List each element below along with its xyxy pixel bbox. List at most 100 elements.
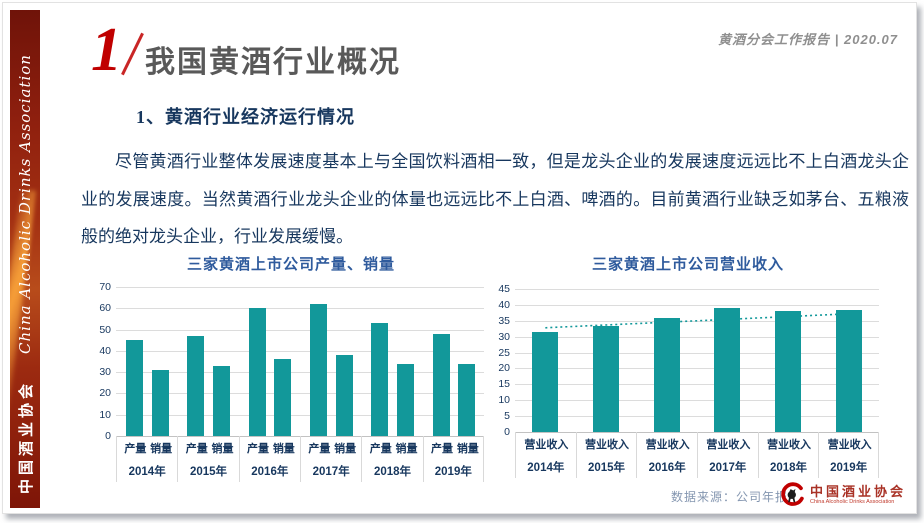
- x-label-year-cell: 2017年: [697, 454, 758, 478]
- cada-logo-icon: [781, 482, 804, 506]
- bar-销量-2015年: [212, 365, 230, 436]
- year-label: 2016年: [648, 462, 686, 474]
- gridline: [515, 416, 879, 418]
- year-label: 2017年: [312, 466, 350, 478]
- y-axis-tick-label: 25: [498, 346, 510, 359]
- x-label-series-cell: 营业收入: [818, 432, 879, 454]
- page-title: 我国黄酒行业概况: [145, 46, 401, 79]
- bar-销量-2014年: [151, 370, 169, 436]
- x-label-series-cell: 营业收入: [515, 432, 576, 454]
- bar-产量-2014年: [125, 340, 143, 436]
- section-number: 1: [91, 16, 122, 84]
- cada-logo-en: China Alcoholic Drinks Association: [809, 499, 895, 506]
- y-axis-tick-label: 40: [99, 344, 111, 357]
- gridline: [116, 393, 484, 395]
- y-axis-tick-label: 30: [498, 330, 510, 343]
- series-label: 产量: [124, 443, 147, 455]
- x-label-series-cell: 产量 销量: [238, 436, 300, 458]
- gridline: [515, 352, 879, 354]
- x-label-year-cell: 2014年: [116, 458, 177, 482]
- y-axis-tick-label: 0: [105, 430, 111, 442]
- y-axis-tick-label: 0: [504, 426, 510, 438]
- x-label-year-cell: 2018年: [757, 454, 819, 478]
- x-label-year-cell: 2018年: [361, 458, 422, 482]
- x-label-year-cell: 2015年: [575, 454, 637, 478]
- year-label: 2014年: [128, 466, 166, 478]
- y-axis-tick-label: 20: [498, 362, 510, 375]
- y-axis-tick-label: 20: [99, 387, 111, 400]
- y-axis-tick-label: 45: [498, 283, 510, 295]
- chart-title: 三家黄酒上市公司产量、销量: [186, 256, 395, 273]
- chart-plot-area: 0 5 10 15 20 25 30 35 40 45 营业收入 2014年 营业收入 2015年 营业收入…: [493, 251, 883, 483]
- bar-销量-2016年: [274, 359, 292, 436]
- x-label-year-cell: 2014年: [515, 454, 576, 478]
- y-axis-tick-label: 30: [99, 366, 111, 379]
- x-label-series-cell: 产量 销量: [300, 436, 361, 458]
- x-label-year-cell: 2016年: [238, 458, 300, 482]
- x-label-series-cell: 营业收入: [757, 432, 819, 454]
- year-label: 2018年: [373, 466, 412, 478]
- x-label-year-cell: 2019年: [422, 458, 484, 482]
- x-label-year-cell: 2019年: [818, 454, 879, 478]
- series-label: 销量: [456, 443, 479, 455]
- bar-产量-2019年: [432, 333, 450, 436]
- y-axis-tick-label: 15: [498, 378, 510, 391]
- gridline: [515, 304, 879, 306]
- series-label: 营业收入: [706, 439, 751, 451]
- year-label: 2018年: [769, 462, 808, 474]
- x-label-series-cell: 产量 销量: [116, 436, 177, 458]
- y-axis-tick-label: 60: [99, 302, 111, 315]
- gridline: [515, 336, 879, 338]
- bar-产量-2018年: [371, 323, 389, 436]
- year-label: 2019年: [830, 462, 868, 474]
- cada-logo: 中国酒业协会 China Alcoholic Drinks Associatio…: [778, 481, 906, 508]
- gridline: [515, 289, 879, 290]
- gridline: [116, 414, 484, 416]
- bar-销量-2017年: [335, 355, 353, 436]
- year-label: 2014年: [527, 462, 565, 474]
- sidebar-org-name-cn: 中国酒业协会: [17, 379, 35, 494]
- series-label: 产量: [247, 443, 270, 455]
- chart-operating-revenue: 三家黄酒上市公司营业收入 0 5 10 15 20 25 30 35 40 45 营业收入 2014年…: [493, 251, 883, 483]
- y-axis-tick-label: 5: [504, 410, 510, 423]
- x-label-year-cell: 2015年: [177, 458, 238, 482]
- y-axis-tick-label: 10: [498, 394, 510, 407]
- series-label: 产量: [308, 443, 331, 455]
- series-label: 销量: [150, 443, 173, 455]
- chart-title: 三家黄酒上市公司营业收入: [591, 256, 784, 273]
- gridline: [116, 329, 484, 331]
- presentation-slide: 中国酒业协会 China Alcoholic Drinks Associatio…: [2, 2, 917, 514]
- gridline: [116, 287, 484, 288]
- gridline: [515, 368, 879, 370]
- trendline: [545, 312, 849, 329]
- series-label: 销量: [395, 443, 418, 455]
- gridline: [116, 308, 484, 310]
- gridline: [116, 350, 484, 352]
- bar-营业收入-2019年: [835, 309, 862, 432]
- bar-营业收入-2015年: [593, 325, 619, 432]
- y-axis-tick-label: 35: [498, 314, 510, 327]
- bar-营业收入-2014年: [532, 331, 559, 432]
- bar-产量-2016年: [248, 308, 266, 436]
- bar-产量-2015年: [187, 335, 205, 436]
- x-label-year-cell: 2017年: [300, 458, 361, 482]
- body-paragraph: 尽管黄酒行业整体发展速度基本上与全国饮料酒相一致，但是龙头企业的发展速度远远比不…: [81, 152, 909, 247]
- series-label: 产量: [185, 443, 208, 455]
- gridline: [116, 372, 484, 374]
- x-label-year-cell: 2016年: [636, 454, 697, 478]
- series-label: 营业收入: [645, 439, 690, 451]
- year-label: 2015年: [587, 462, 626, 474]
- sidebar-org-name-en: China Alcoholic Drinks Association: [16, 54, 34, 354]
- bar-营业收入-2016年: [653, 317, 680, 432]
- y-axis-tick-label: 50: [99, 323, 111, 336]
- x-label-series-cell: 营业收入: [697, 432, 758, 454]
- x-label-series-cell: 产量 销量: [361, 436, 422, 458]
- section-heading: 1、黄酒行业经济运行情况: [136, 107, 355, 127]
- series-label: 营业收入: [766, 439, 811, 451]
- y-axis-tick-label: 40: [498, 298, 510, 311]
- gridline: [515, 384, 879, 386]
- x-label-series-cell: 营业收入: [575, 432, 637, 454]
- bar-营业收入-2018年: [775, 311, 801, 432]
- series-label: 产量: [431, 443, 454, 455]
